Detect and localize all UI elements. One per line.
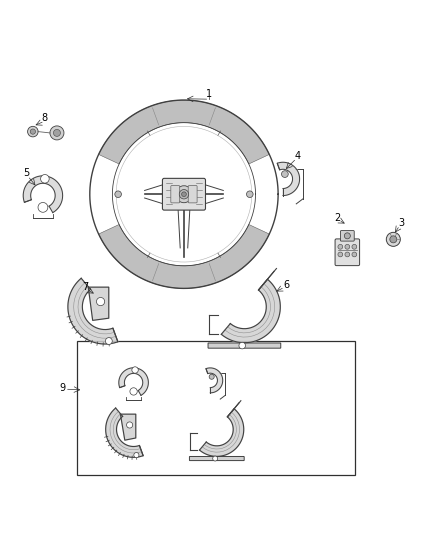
Circle shape — [30, 129, 35, 134]
FancyBboxPatch shape — [162, 179, 205, 210]
Circle shape — [345, 252, 350, 257]
Circle shape — [345, 245, 350, 249]
Circle shape — [115, 191, 121, 198]
Polygon shape — [277, 162, 300, 196]
Text: 6: 6 — [283, 280, 289, 290]
Text: 5: 5 — [23, 168, 29, 178]
Text: 1: 1 — [206, 90, 212, 99]
FancyBboxPatch shape — [171, 185, 180, 203]
Polygon shape — [88, 287, 109, 320]
Circle shape — [96, 297, 105, 306]
Circle shape — [132, 367, 138, 373]
Text: 9: 9 — [60, 383, 66, 393]
Polygon shape — [23, 176, 63, 213]
Circle shape — [352, 245, 357, 249]
Circle shape — [28, 126, 38, 137]
Circle shape — [338, 245, 343, 249]
Polygon shape — [120, 414, 136, 440]
Polygon shape — [119, 368, 148, 395]
FancyBboxPatch shape — [340, 231, 354, 241]
Circle shape — [282, 171, 288, 177]
Circle shape — [344, 233, 350, 239]
Circle shape — [130, 388, 137, 395]
Circle shape — [127, 422, 133, 428]
Circle shape — [53, 130, 60, 136]
Polygon shape — [90, 100, 278, 288]
Circle shape — [38, 203, 48, 212]
Polygon shape — [221, 279, 280, 343]
Circle shape — [352, 252, 357, 257]
Polygon shape — [99, 100, 269, 164]
Circle shape — [239, 342, 245, 349]
Circle shape — [338, 252, 343, 257]
Polygon shape — [99, 224, 269, 288]
Circle shape — [386, 232, 400, 246]
Text: 8: 8 — [42, 114, 48, 124]
Circle shape — [41, 174, 49, 183]
Circle shape — [134, 453, 139, 458]
Polygon shape — [106, 408, 143, 457]
Polygon shape — [206, 368, 223, 393]
Circle shape — [176, 186, 192, 203]
Circle shape — [213, 456, 218, 461]
Text: 7: 7 — [82, 282, 88, 292]
FancyBboxPatch shape — [335, 239, 360, 265]
FancyBboxPatch shape — [188, 185, 197, 203]
FancyBboxPatch shape — [189, 456, 244, 461]
Circle shape — [247, 191, 253, 198]
Polygon shape — [199, 409, 244, 456]
Text: 4: 4 — [295, 151, 301, 161]
FancyBboxPatch shape — [208, 343, 281, 348]
Polygon shape — [68, 278, 118, 344]
Circle shape — [106, 337, 112, 344]
Circle shape — [182, 192, 186, 197]
Text: 2: 2 — [334, 213, 340, 223]
Text: 3: 3 — [398, 217, 404, 228]
Circle shape — [179, 190, 189, 199]
Circle shape — [50, 126, 64, 140]
Bar — [77, 341, 355, 474]
Circle shape — [209, 374, 214, 379]
Circle shape — [390, 236, 397, 243]
